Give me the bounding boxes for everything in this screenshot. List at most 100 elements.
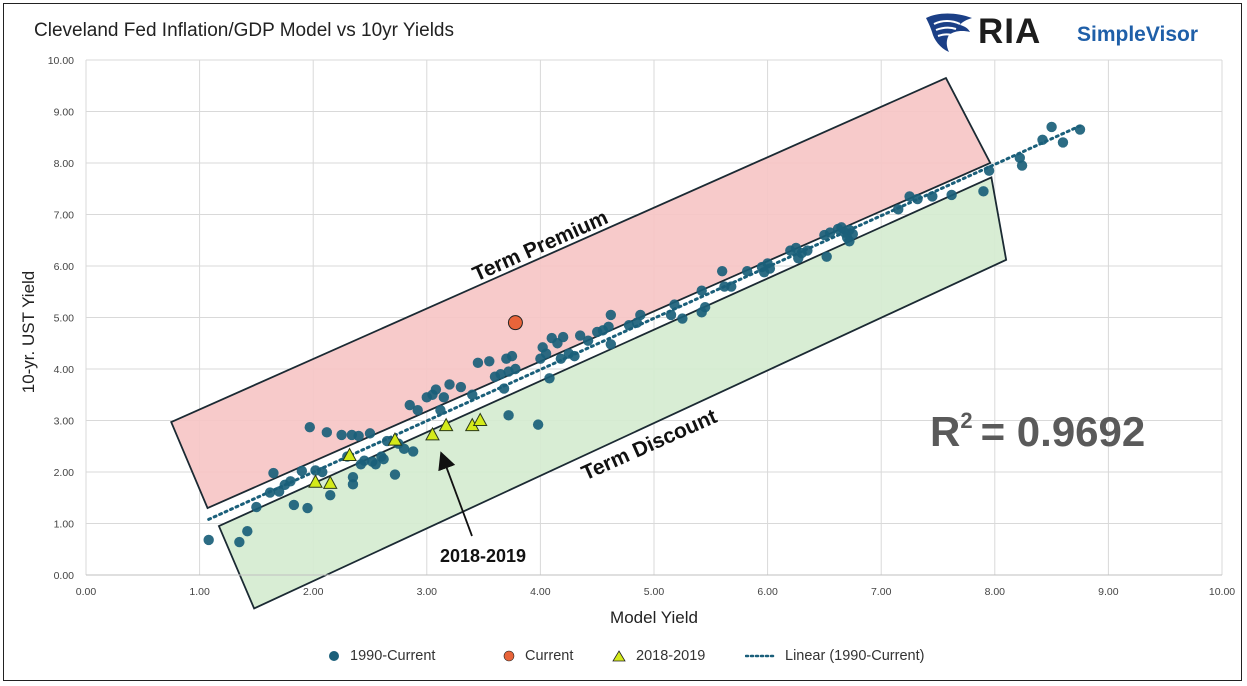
point-2018-2019 [322,475,338,489]
point-1990-current [435,405,446,416]
legend-dotted-line [745,654,775,658]
point-1990-current [699,302,711,313]
y-tick-label: 8.00 [54,158,75,170]
legend-item-current: Current [503,648,573,664]
point-1990-current [317,466,328,478]
r-squared-prefix: R [930,408,960,455]
x-tick-label: 9.00 [1098,586,1119,598]
point-1990-current [904,191,915,202]
x-tick-label: 1.00 [189,586,210,598]
point-1990-current [347,479,359,490]
point-1990-current [430,384,442,395]
linear-trendline [207,124,1082,521]
point-1990-current [268,467,279,479]
point-1990-current [438,392,450,403]
point-1990-current [677,313,688,324]
point-2018-2019 [342,447,357,462]
point-1990-current [802,245,813,256]
axes: 0.00 1.00 2.00 3.00 4.00 5.00 6.00 7.00 8.00 9.00… [48,55,1236,598]
point-1990-current [603,321,614,332]
point-2018-2019 [425,426,440,441]
point-1990-current [764,263,776,274]
point-1990-current [623,320,635,331]
point-1990-current [251,501,262,513]
point-1990-current [359,455,370,466]
point-1990-current [347,471,359,483]
point-1990-current [398,443,410,455]
point-1990-current [893,204,904,215]
point-1990-current [540,348,552,359]
point-1990-current [498,383,510,394]
point-1990-current [455,381,467,393]
point-1990-current [1074,124,1086,135]
chart-title: Cleveland Fed Inflation/GDP Model vs 10y… [34,20,454,41]
point-1990-current [302,502,313,514]
eagle-icon [926,13,972,52]
term-premium-zone [170,76,992,510]
legend-item-1990-current: 1990-Current [328,648,435,664]
legend-circle-marker [329,651,339,662]
x-tick-label: 8.00 [985,586,1006,598]
data-points [203,121,1086,548]
point-1990-current [696,285,707,296]
point-1990-current [407,446,419,457]
point-1990-current [264,487,276,498]
x-axis-title: Model Yield [610,608,698,627]
y-tick-label: 10.00 [48,55,74,67]
point-1990-current [821,251,832,262]
point-1990-current [404,399,415,411]
point-1990-current [983,165,995,176]
chart-frame [3,3,1242,681]
ria-logo: RIA SimpleVisor [922,10,1242,54]
point-1990-current [532,419,544,430]
point-1990-current [605,309,617,321]
point-1990-current [412,405,423,416]
legend-label: 2018-2019 [636,648,706,664]
legend-circle-marker [503,650,515,662]
point-1990-current [557,331,569,343]
legend-triangle-marker [612,650,626,662]
point-1990-current [555,353,567,364]
x-tick-label: 10.00 [1209,586,1235,598]
point-1990-current [665,309,677,321]
point-1990-current [1037,134,1048,146]
point-1990-current [467,389,478,400]
point-1990-current [946,189,957,201]
logo-simplevisor-text: SimpleVisor [1077,23,1198,46]
point-1990-current [285,476,296,487]
x-tick-label: 2.00 [303,586,324,598]
annotation-arrow [438,451,473,537]
point-1990-current [978,186,989,197]
point-1990-current [544,373,555,384]
point-1990-current [378,453,389,465]
zones [170,76,1008,610]
x-tick-label: 7.00 [871,586,892,598]
point-1990-current [1057,137,1069,148]
point-1990-current [716,265,728,277]
point-1990-current [484,356,495,367]
point-2018-2019 [308,474,323,488]
point-1990-current [506,350,518,362]
point-1990-current [364,428,376,439]
r-squared-exponent: 2 [960,408,972,433]
point-current [507,315,523,331]
point-1990-current [1046,121,1057,133]
point-1990-current [296,465,308,477]
point-1990-current [495,368,506,380]
logo-ria-text: RIA [978,12,1042,51]
point-1990-current [726,281,737,292]
point-1990-current [574,330,586,341]
y-tick-label: 1.00 [54,519,75,531]
y-tick-label: 5.00 [54,313,75,325]
trendline [207,124,1082,521]
legend-label: Linear (1990-Current) [785,648,925,664]
point-1990-current [325,489,336,501]
point-2018-2019 [472,412,488,426]
x-tick-label: 5.00 [644,586,665,598]
point-1990-current [503,410,514,421]
point-1990-current [669,299,680,310]
point-1990-current [203,534,214,546]
point-1990-current [844,236,855,247]
point-1990-current [824,227,836,238]
